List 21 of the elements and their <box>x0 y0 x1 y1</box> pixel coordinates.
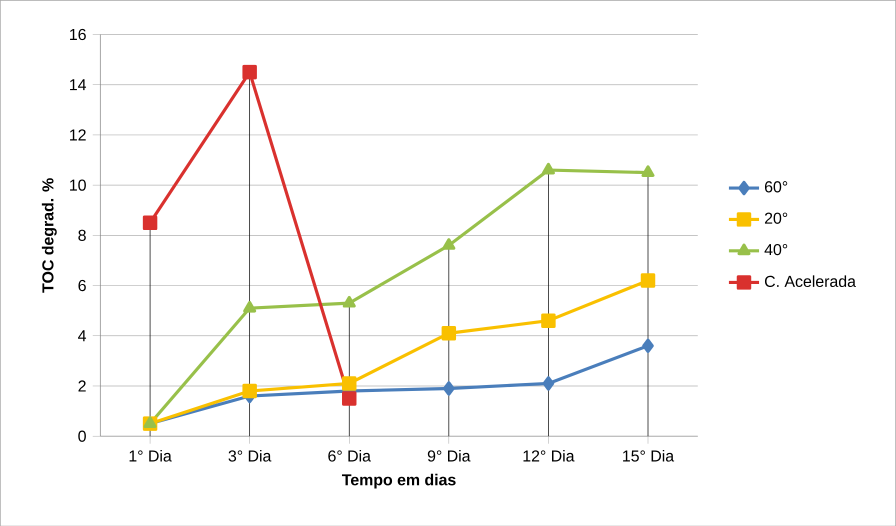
y-tick-label: 14 <box>70 79 86 90</box>
x-tick-label: 1° Dia <box>130 450 172 462</box>
legend-label: C. Acelerada <box>764 275 856 287</box>
x-tick-label: 3° Dia <box>228 450 272 462</box>
y-tick-label: 16 <box>70 28 86 40</box>
x-tick-label: 12° Dia <box>524 450 575 462</box>
legend-label: 60° <box>764 180 788 192</box>
legend-label: 20° <box>764 212 788 224</box>
y-tick-label: 10 <box>70 179 86 191</box>
y-tick-label: 2 <box>78 380 86 392</box>
legend-label: 40° <box>764 244 788 256</box>
y-axis-title: TOC degrad. % <box>42 178 57 292</box>
y-tick-label: 4 <box>78 330 86 342</box>
y-tick-label: 8 <box>78 230 86 241</box>
y-tick-label: 12 <box>70 129 86 140</box>
x-tick-label: 9° Dia <box>428 450 471 462</box>
y-tick-label: 0 <box>78 430 86 442</box>
x-axis-title: Tempo em dias <box>342 474 456 488</box>
x-tick-label: 15° Dia <box>623 450 674 462</box>
x-tick-label: 6° Dia <box>328 450 371 462</box>
y-tick-label: 6 <box>78 280 86 291</box>
